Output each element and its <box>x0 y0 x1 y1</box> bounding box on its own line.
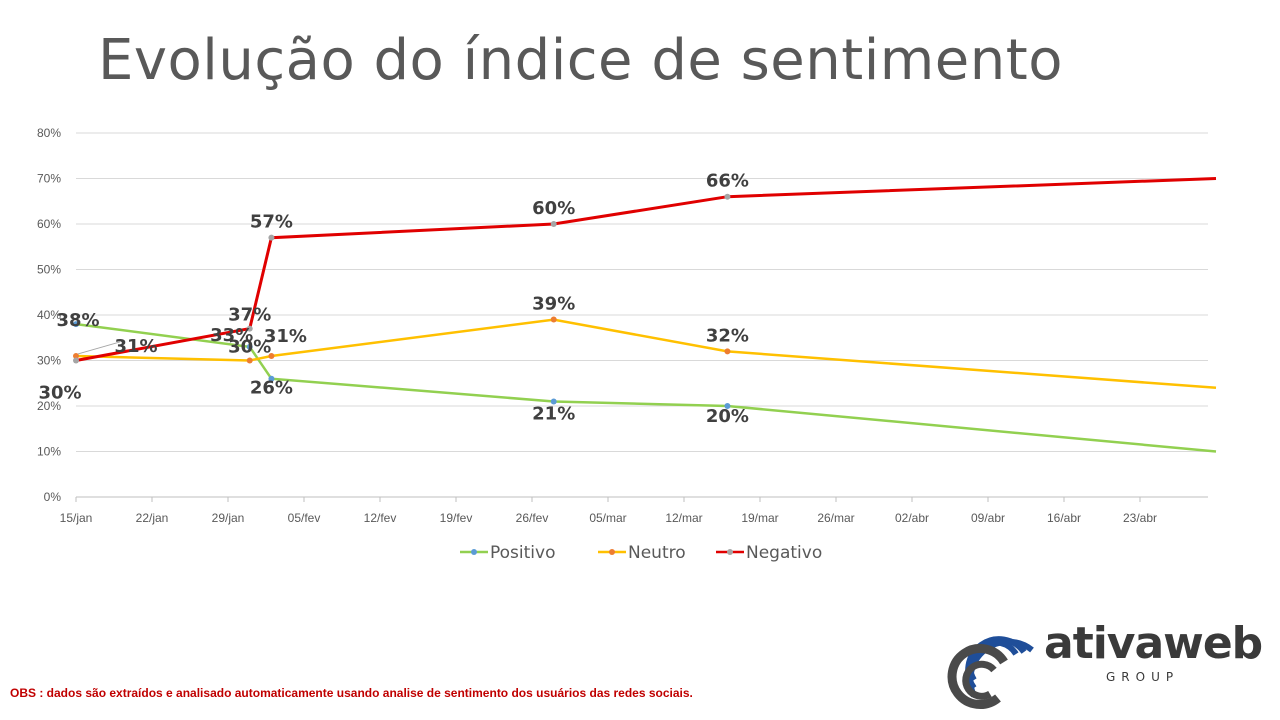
series-line-positivo <box>75 322 1217 453</box>
y-axis-ticks: 0% 10% 20% 30% 40% 50% 60% 70% 80% <box>37 126 61 504</box>
data-point-negativo <box>550 221 557 227</box>
chart-gridlines <box>76 132 1208 498</box>
data-point-positivo <box>246 343 253 350</box>
x-tick-label: 15/jan <box>60 511 93 525</box>
y-tick-label: 80% <box>37 126 61 140</box>
sentiment-line-chart: 0%10%20%30%40%50%60%70%80% 15/jan 22/jan 2… <box>37 126 1217 563</box>
slide-title: Evolução do índice de sentimento <box>98 28 1063 93</box>
x-tick-label: 05/mar <box>589 511 626 525</box>
y-tick-label: 30% <box>37 354 61 368</box>
data-point-positivo <box>268 375 275 382</box>
x-tick-label: 19/fev <box>440 511 473 525</box>
data-point-negativo <box>246 325 253 332</box>
data-point-neutro <box>550 316 557 323</box>
data-label-positivo: 20% <box>706 406 749 427</box>
data-label-negativo: 30% <box>38 383 81 404</box>
x-tick-label: 29/jan <box>212 511 245 525</box>
data-point-positivo <box>73 321 79 328</box>
legend-label-neutro: Neutro <box>628 543 686 563</box>
data-point-negativo <box>73 357 79 364</box>
observation-note: OBS : dados são extraídos e analisado au… <box>10 686 693 700</box>
data-point-positivo <box>550 398 557 405</box>
y-tick-label: 0% <box>44 490 62 504</box>
data-point-positivo <box>724 403 731 409</box>
x-tick-label: 12/fev <box>364 511 397 525</box>
x-tick-label: 02/abr <box>895 511 929 525</box>
legend-marker-positivo <box>471 549 477 555</box>
x-tick-label: 26/mar <box>817 511 854 525</box>
data-label-neutro: 31% <box>264 326 307 347</box>
data-point-negativo <box>724 193 731 200</box>
series-line-neutro <box>75 318 1217 390</box>
data-label-positivo: 33% <box>210 325 253 346</box>
x-tick-label: 19/mar <box>741 511 778 525</box>
x-tick-label: 09/abr <box>971 511 1005 525</box>
data-label-negativo: 66% <box>706 171 749 192</box>
x-tick-label: 16/abr <box>1047 511 1081 525</box>
logo-subtitle: GROUP <box>1106 670 1180 684</box>
chart-series <box>73 177 1217 453</box>
logo-wordmark: ativaweb <box>1044 618 1263 669</box>
data-label-positivo: 26% <box>250 378 293 399</box>
data-label-positivo: 21% <box>532 403 575 424</box>
data-point-neutro <box>246 357 253 364</box>
x-tick-label: 05/fev <box>288 511 321 525</box>
data-point-negativo <box>268 234 275 241</box>
data-label-neutro: 39% <box>532 294 575 315</box>
logo-emblem-icon <box>947 636 1034 709</box>
x-tick-label: 26/fev <box>516 511 549 525</box>
data-label-neutro: 32% <box>706 325 749 346</box>
data-point-neutro <box>73 352 79 359</box>
data-label-neutro: 30% <box>228 337 271 358</box>
data-point-neutro <box>724 348 731 355</box>
y-tick-label: 10% <box>37 445 61 459</box>
y-tick-label: 40% <box>37 308 61 322</box>
data-label-leader-line <box>77 341 121 355</box>
company-logo: ativaweb GROUP <box>944 610 1263 710</box>
legend-marker-negativo <box>727 549 733 555</box>
data-label-neutro: 31% <box>114 336 157 357</box>
y-tick-label: 70% <box>37 172 61 186</box>
data-label-negativo: 60% <box>532 198 575 219</box>
chart-data-labels: 38%33%26%21% 20%31% 30%31%39%32%30%37%57%6… <box>38 171 749 427</box>
data-label-negativo: 37% <box>228 305 271 326</box>
y-tick-label: 20% <box>37 399 61 413</box>
legend-label-positivo: Positivo <box>490 543 555 563</box>
data-label-positivo: 38% <box>56 310 99 331</box>
x-tick-label: 23/abr <box>1123 511 1157 525</box>
y-tick-label: 50% <box>37 263 61 277</box>
chart-legend: Positivo Neutro Negativo <box>460 543 822 563</box>
data-point-neutro <box>268 352 275 359</box>
series-line-negativo <box>75 177 1217 362</box>
x-tick-label: 12/mar <box>665 511 702 525</box>
data-label-negativo: 57% <box>250 212 293 233</box>
legend-label-negativo: Negativo <box>746 543 822 563</box>
x-axis-ticks: 15/jan 22/jan 29/jan 05/fev 12/fev 19/fev 26/f… <box>60 497 1157 525</box>
y-tick-label: 60% <box>37 217 61 231</box>
legend-marker-neutro <box>609 549 615 555</box>
x-tick-label: 22/jan <box>136 511 169 525</box>
